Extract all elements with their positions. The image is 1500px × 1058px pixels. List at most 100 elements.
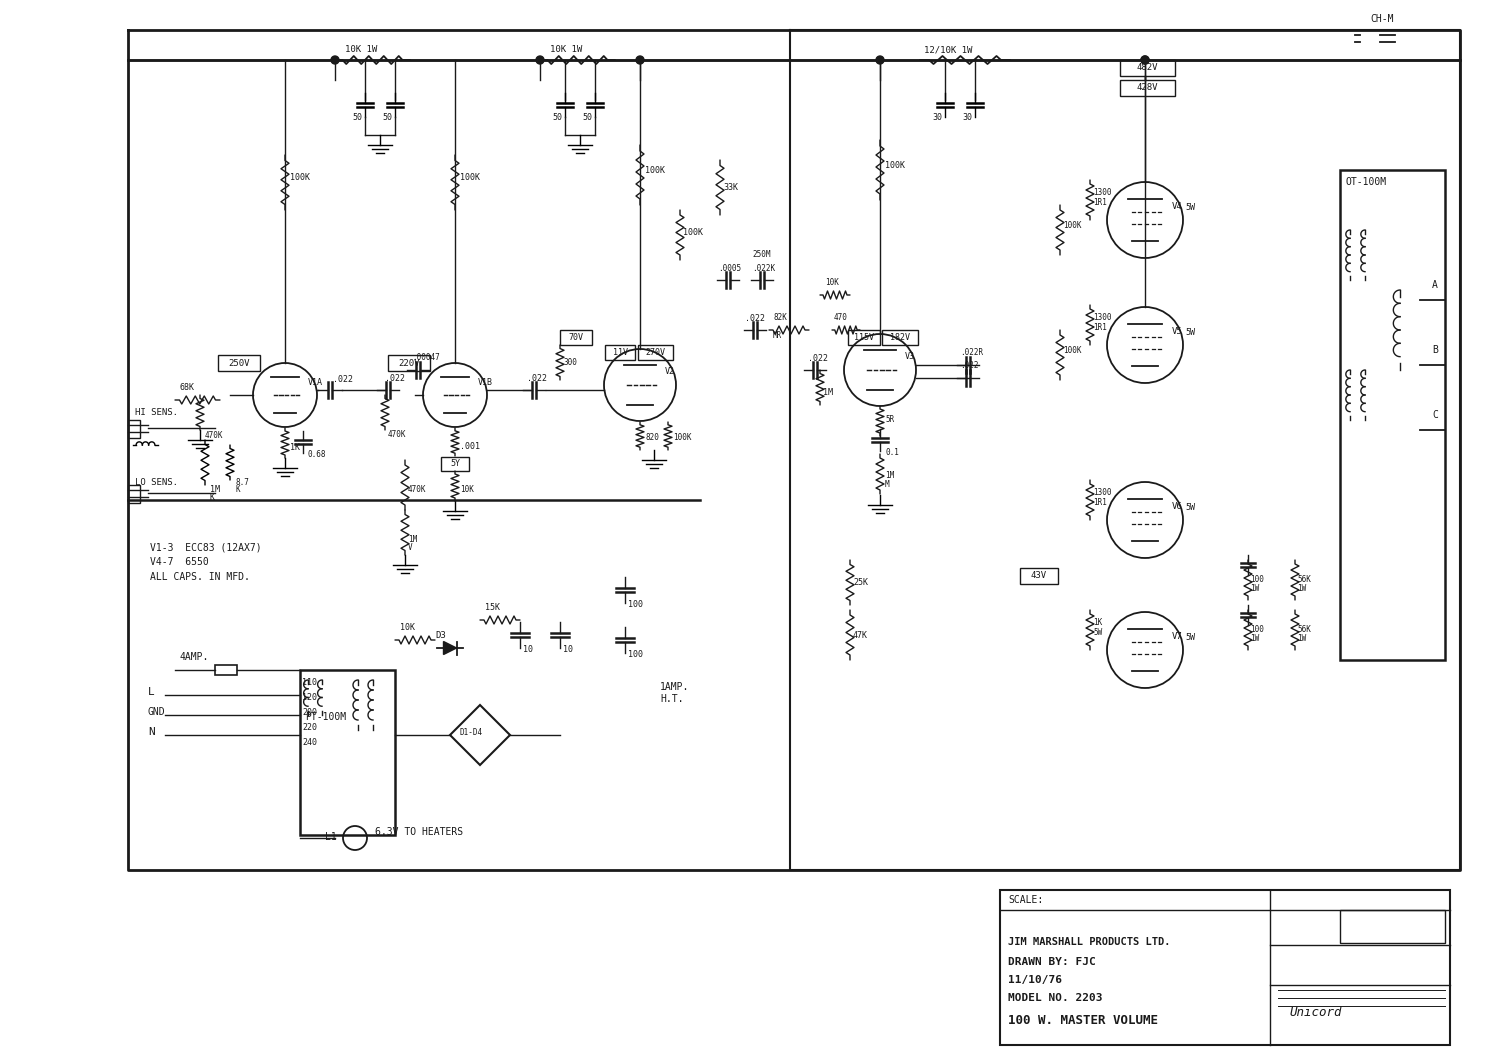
- Text: 250M: 250M: [752, 250, 771, 259]
- Text: Unicord: Unicord: [1290, 1005, 1342, 1019]
- Bar: [1000, 890, 1450, 1045]
- Text: 50: 50: [582, 113, 592, 122]
- Text: 182V: 182V: [890, 333, 910, 342]
- Text: 1300
1R1: 1300 1R1: [1094, 312, 1112, 332]
- Bar: [214, 665, 237, 675]
- Text: .00047: .00047: [413, 353, 440, 362]
- Bar: [300, 670, 394, 835]
- Bar: [128, 485, 140, 503]
- Text: LO SENS.: LO SENS.: [135, 478, 178, 487]
- Text: 1M: 1M: [885, 471, 894, 480]
- Text: 10: 10: [562, 645, 573, 654]
- Text: .022R: .022R: [960, 348, 982, 357]
- Bar: [1120, 60, 1174, 76]
- Text: B: B: [1432, 345, 1438, 355]
- Text: H.T.: H.T.: [660, 694, 684, 704]
- Text: 15K: 15K: [484, 603, 500, 612]
- Circle shape: [1142, 56, 1149, 63]
- Text: 100: 100: [628, 600, 644, 609]
- Text: .0005: .0005: [718, 264, 741, 273]
- Text: 270V: 270V: [645, 348, 666, 357]
- Text: V2: V2: [664, 367, 675, 377]
- Text: D1-D4: D1-D4: [460, 728, 483, 737]
- Text: 100K: 100K: [1064, 346, 1082, 355]
- Text: 470K: 470K: [206, 431, 224, 440]
- Text: 47K: 47K: [853, 631, 868, 640]
- Text: 1AMP.: 1AMP.: [660, 682, 690, 692]
- Text: K: K: [236, 485, 240, 494]
- Circle shape: [332, 56, 339, 63]
- Text: 56K: 56K: [1298, 574, 1311, 584]
- Text: 820: 820: [645, 433, 658, 442]
- Text: 470: 470: [834, 313, 848, 322]
- Bar: [1120, 80, 1174, 96]
- Text: 1300
1R1: 1300 1R1: [1094, 187, 1112, 207]
- Text: 1M: 1M: [210, 485, 220, 494]
- Text: 0.68: 0.68: [308, 450, 327, 459]
- Text: 100: 100: [628, 650, 644, 659]
- Text: 1W: 1W: [1250, 584, 1260, 592]
- Text: 115V: 115V: [853, 333, 874, 342]
- Text: 220V: 220V: [399, 359, 420, 367]
- Text: 1W: 1W: [1298, 584, 1306, 592]
- Text: 70V: 70V: [568, 333, 584, 342]
- Text: V1A: V1A: [308, 379, 322, 387]
- Text: V4: V4: [1172, 202, 1182, 211]
- Text: L1: L1: [326, 832, 336, 842]
- Text: 1K: 1K: [290, 443, 300, 452]
- Bar: [441, 457, 470, 471]
- Text: V4-7  6550: V4-7 6550: [150, 557, 208, 567]
- Text: 10K: 10K: [400, 623, 416, 632]
- Circle shape: [1142, 56, 1149, 63]
- Text: 50: 50: [552, 113, 562, 122]
- Text: 1M: 1M: [408, 535, 417, 544]
- Text: 43V: 43V: [1030, 571, 1047, 581]
- Text: 8.7: 8.7: [236, 478, 249, 487]
- Text: 5R: 5R: [885, 415, 894, 424]
- Text: 250V: 250V: [228, 359, 249, 367]
- Text: .022: .022: [960, 361, 978, 370]
- Text: 1300
1R1: 1300 1R1: [1094, 488, 1112, 507]
- Text: 10: 10: [524, 645, 532, 654]
- Text: 5W: 5W: [1185, 203, 1196, 212]
- Text: 68K: 68K: [180, 383, 195, 393]
- Text: 30: 30: [962, 113, 972, 122]
- Text: GND: GND: [148, 707, 165, 717]
- Text: CH-M: CH-M: [1370, 14, 1394, 24]
- Text: .022K: .022K: [752, 264, 776, 273]
- Bar: [1340, 910, 1444, 943]
- Text: M: M: [885, 480, 890, 489]
- Text: 12/10K 1W: 12/10K 1W: [924, 45, 972, 55]
- Text: 220: 220: [302, 723, 316, 732]
- Text: 30: 30: [932, 113, 942, 122]
- Text: JIM MARSHALL PRODUCTS LTD.: JIM MARSHALL PRODUCTS LTD.: [1008, 937, 1170, 947]
- Text: A: A: [1432, 280, 1438, 290]
- Text: .022: .022: [808, 354, 828, 363]
- Text: V1B: V1B: [477, 379, 492, 387]
- Text: 1M: 1M: [824, 388, 833, 397]
- Bar: [847, 330, 880, 345]
- Text: MODEL NO. 2203: MODEL NO. 2203: [1008, 993, 1102, 1003]
- Text: 50: 50: [382, 113, 392, 122]
- Text: 5W: 5W: [1185, 503, 1196, 512]
- Text: .022: .022: [386, 373, 405, 383]
- Text: .022: .022: [526, 373, 548, 383]
- Text: 100: 100: [1250, 625, 1264, 634]
- Text: V6: V6: [1172, 501, 1182, 511]
- Text: 100K: 100K: [885, 161, 904, 170]
- Text: MR: MR: [772, 331, 783, 340]
- Text: 10K 1W: 10K 1W: [345, 45, 378, 55]
- Text: 100K: 100K: [682, 229, 703, 237]
- Text: 120: 120: [302, 693, 316, 703]
- Text: 200: 200: [302, 708, 316, 717]
- Text: 100: 100: [1250, 574, 1264, 584]
- Bar: [217, 355, 259, 371]
- Polygon shape: [444, 641, 456, 655]
- Text: .022: .022: [746, 314, 765, 323]
- Text: 4AMP.: 4AMP.: [180, 652, 210, 662]
- Bar: [1340, 170, 1444, 660]
- Text: V5: V5: [1172, 327, 1182, 335]
- Bar: [638, 345, 674, 360]
- Bar: [388, 355, 430, 371]
- Text: D3: D3: [435, 631, 445, 640]
